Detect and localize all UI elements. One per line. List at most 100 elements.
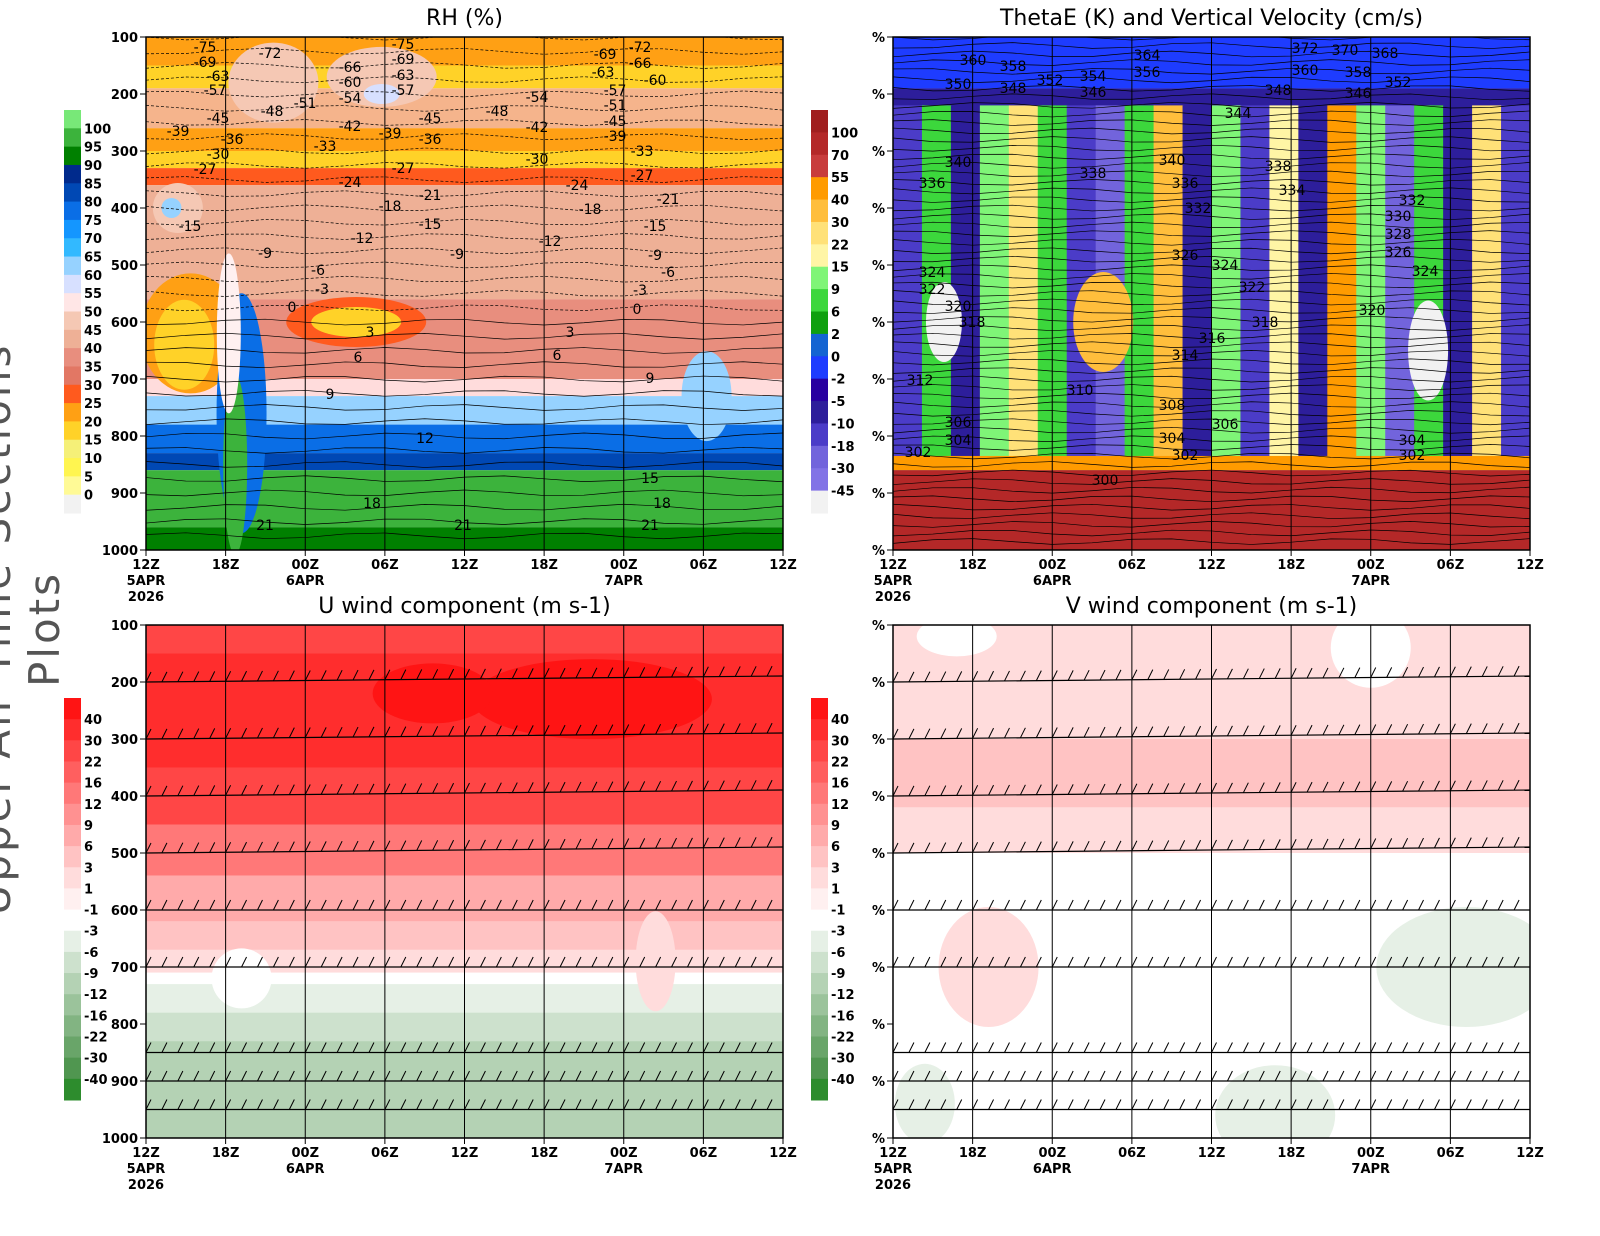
wind-barb — [1402, 956, 1409, 968]
wind-barb — [607, 667, 614, 678]
wind-barb — [1226, 668, 1233, 680]
wind-barb — [1115, 1042, 1122, 1053]
wind-barb — [241, 956, 247, 968]
contour-label: -66 — [339, 60, 362, 76]
wind-barb — [1019, 727, 1026, 739]
x-tick-label: 06Z — [1118, 1146, 1146, 1161]
wind-barb — [972, 1042, 979, 1053]
contour-label: 358 — [1345, 65, 1372, 81]
field-stripe — [950, 105, 981, 459]
colorbar-label: -30 — [831, 1052, 855, 1067]
colorbar-box — [64, 293, 81, 312]
wind-barb — [1258, 839, 1265, 850]
wind-barb — [352, 840, 359, 852]
colorbar-label: 55 — [831, 171, 849, 186]
contour-label: 336 — [919, 176, 946, 192]
wind-barb — [655, 1042, 662, 1053]
colorbar-label: 50 — [84, 306, 102, 321]
colorbar-box — [64, 476, 81, 496]
wind-barb — [687, 899, 693, 911]
wind-barb — [1418, 837, 1424, 849]
wind-barb — [1131, 899, 1138, 911]
wind-barb — [527, 1099, 534, 1110]
wind-barb — [687, 1042, 693, 1053]
wind-barb — [257, 899, 263, 911]
wind-barb — [432, 1070, 439, 1082]
wind-barb — [304, 1042, 311, 1053]
wind-barb — [368, 840, 375, 852]
wind-barb — [750, 899, 757, 911]
wind-barb — [242, 614, 247, 624]
wind-barb — [1481, 837, 1488, 848]
colorbar-box — [64, 973, 81, 995]
wind-barb — [1306, 1070, 1313, 1082]
contour-line — [146, 304, 783, 312]
wind-barb — [1274, 725, 1281, 736]
contour-label: 348 — [1265, 83, 1292, 99]
wind-barb — [734, 899, 741, 911]
wind-barb — [146, 899, 152, 911]
wind-barb — [687, 837, 693, 849]
colorbar-box — [64, 183, 81, 203]
colorbar-box — [811, 1015, 828, 1038]
wind-barb — [384, 1070, 391, 1082]
wind-barb — [1019, 1099, 1026, 1110]
wind-barb — [1211, 839, 1217, 851]
wind-barb — [718, 723, 725, 734]
wind-barb — [639, 724, 646, 735]
wind-barb — [1067, 956, 1074, 968]
colorbar-box — [811, 490, 828, 514]
wind-barb — [1258, 1042, 1265, 1053]
wind-barb — [1035, 1042, 1042, 1053]
wind-barb — [527, 668, 534, 679]
wind-barb — [655, 1070, 662, 1082]
colorbar-box — [811, 401, 828, 424]
wind-barb — [1434, 610, 1439, 620]
wind-barb — [1019, 956, 1026, 968]
wind-barb — [177, 956, 184, 968]
colorbar-box — [811, 221, 828, 245]
wind-barb — [1497, 899, 1504, 911]
contour-label: -72 — [259, 46, 282, 62]
wind-barb — [1306, 667, 1313, 679]
wind-barb — [1242, 668, 1249, 679]
wind-barb — [288, 727, 295, 738]
wind-barb — [527, 839, 534, 850]
colorbar-label: -30 — [831, 462, 855, 477]
wind-barb — [956, 956, 963, 968]
wind-barb — [1067, 727, 1074, 738]
wind-barb — [352, 1042, 359, 1053]
wind-barb — [1035, 956, 1042, 968]
wind-barb — [655, 723, 662, 735]
wind-barb — [257, 784, 263, 796]
wind-barb — [1242, 1042, 1249, 1053]
wind-barb — [1449, 899, 1456, 911]
wind-barb — [1099, 783, 1106, 795]
y-tick-label: 700 — [111, 373, 138, 388]
wind-barb — [272, 1070, 279, 1082]
contour-label: 346 — [1080, 85, 1107, 101]
wind-barb — [1290, 899, 1297, 911]
wind-barb — [527, 725, 534, 736]
y-tick-label: 500 — [111, 847, 138, 862]
panel-3: U wind component (m s-1) 100 200 300 400 500 6… — [64, 594, 797, 1193]
wind-barb — [1338, 781, 1345, 793]
wind-barb — [1163, 669, 1170, 680]
wind-barb — [750, 666, 757, 677]
wind-barb — [559, 1070, 566, 1082]
wind-barb — [575, 667, 582, 679]
wind-barb — [893, 1070, 899, 1082]
colorbar-label: 65 — [84, 251, 102, 266]
contour-label: -69 — [392, 52, 415, 68]
field-stripe — [1414, 105, 1445, 459]
contour-label: 338 — [1080, 166, 1107, 182]
x-tick-label: 00Z — [291, 1146, 319, 1161]
wind-barb — [1497, 1099, 1504, 1110]
wind-barb — [1258, 899, 1265, 911]
y-tick-label: 400 — [111, 202, 138, 217]
wind-barb — [1497, 1042, 1504, 1053]
wind-barb — [1083, 669, 1090, 681]
colorbar-label: 30 — [831, 734, 849, 749]
contour-label: -12 — [539, 234, 562, 250]
wind-barb — [479, 1042, 486, 1053]
